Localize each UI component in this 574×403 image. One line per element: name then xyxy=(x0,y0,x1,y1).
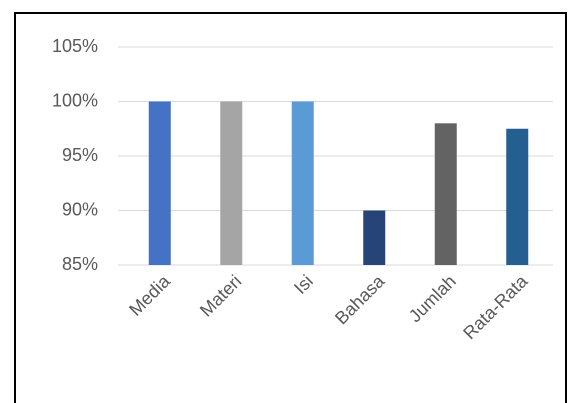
bar xyxy=(434,123,457,265)
bar xyxy=(506,128,529,265)
y-tick-label: 95% xyxy=(62,145,98,165)
chart-border xyxy=(14,12,567,403)
y-tick-label: 105% xyxy=(52,36,98,56)
bar xyxy=(363,210,386,265)
y-tick-label: 100% xyxy=(52,90,98,110)
y-tick-label: 90% xyxy=(62,199,98,219)
y-tick-label: 85% xyxy=(62,254,98,274)
bar xyxy=(220,101,243,265)
bar xyxy=(291,101,314,265)
bar xyxy=(148,101,171,265)
